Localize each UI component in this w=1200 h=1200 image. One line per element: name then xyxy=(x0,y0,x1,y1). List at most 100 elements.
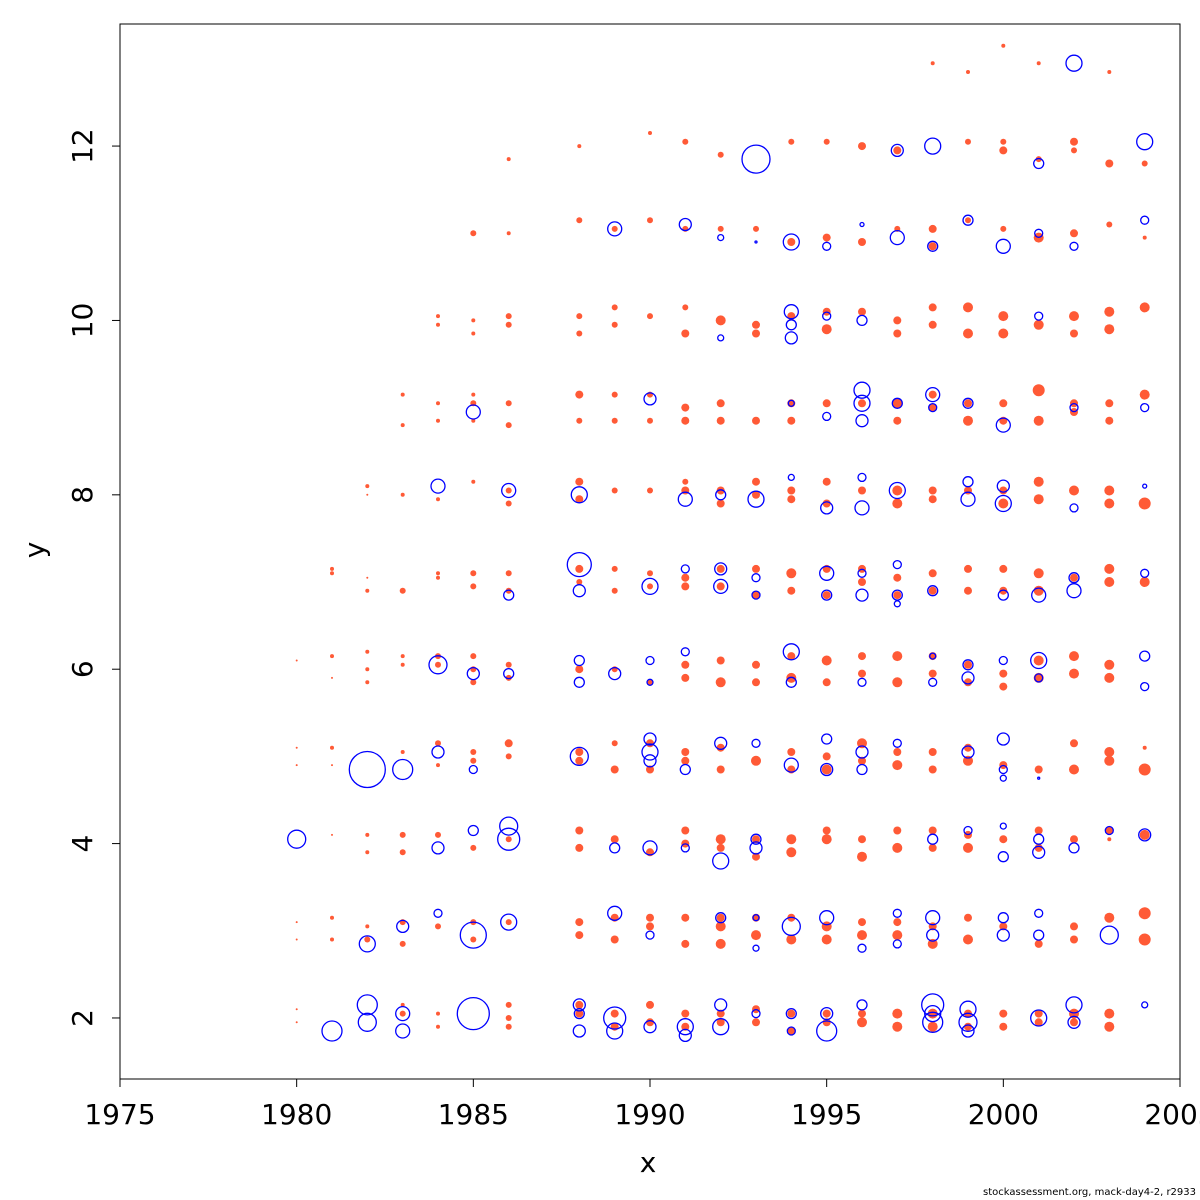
positive-residual-point xyxy=(611,321,618,328)
positive-residual-point xyxy=(505,570,512,577)
negative-residual-point xyxy=(680,647,690,657)
positive-residual-point xyxy=(892,398,903,409)
negative-residual-point xyxy=(999,822,1007,830)
positive-residual-point xyxy=(1104,747,1115,757)
positive-residual-point xyxy=(1033,585,1044,596)
negative-residual-point xyxy=(754,240,758,244)
negative-residual-point xyxy=(995,417,1011,433)
positive-residual-point xyxy=(787,495,796,504)
positive-residual-point xyxy=(436,418,440,423)
positive-residual-point xyxy=(295,659,298,662)
positive-residual-point xyxy=(366,576,369,579)
positive-residual-point xyxy=(1104,485,1115,496)
y-tick-label: 6 xyxy=(66,660,99,678)
negative-residual-point xyxy=(466,666,480,681)
negative-residual-point xyxy=(1037,776,1041,780)
positive-residual-point xyxy=(681,748,690,756)
negative-residual-point xyxy=(857,677,867,687)
positive-residual-point xyxy=(717,151,724,158)
positive-residual-point xyxy=(610,1009,619,1018)
positive-residual-point xyxy=(505,753,512,760)
positive-residual-point xyxy=(928,242,937,251)
positive-residual-point xyxy=(575,826,584,835)
positive-residual-point xyxy=(681,756,690,765)
negative-residual-point xyxy=(428,655,448,675)
positive-residual-point xyxy=(928,669,937,678)
y-tick-label: 10 xyxy=(66,303,99,339)
positive-residual-point xyxy=(575,748,584,756)
negative-residual-point xyxy=(643,1020,657,1034)
negative-residual-point xyxy=(854,500,870,516)
data-points xyxy=(287,43,1154,1043)
positive-residual-point xyxy=(1104,659,1115,670)
positive-residual-point xyxy=(786,934,797,945)
positive-residual-point xyxy=(716,656,725,665)
positive-residual-point xyxy=(964,660,972,669)
positive-residual-point xyxy=(964,913,972,922)
positive-residual-point xyxy=(964,678,972,687)
positive-residual-point xyxy=(330,566,334,571)
negative-residual-point xyxy=(430,478,446,494)
positive-residual-point xyxy=(1104,577,1115,587)
positive-residual-point xyxy=(928,748,937,756)
positive-residual-point xyxy=(858,399,866,408)
positive-residual-point xyxy=(752,329,760,338)
positive-residual-point xyxy=(471,392,476,397)
positive-residual-point xyxy=(1070,922,1078,931)
negative-residual-point xyxy=(1033,157,1045,170)
negative-residual-point xyxy=(892,939,902,949)
negative-residual-point xyxy=(995,238,1011,254)
negative-residual-point xyxy=(1068,572,1080,584)
negative-residual-point xyxy=(750,833,762,845)
positive-residual-point xyxy=(1104,1008,1115,1019)
positive-residual-point xyxy=(575,931,584,940)
x-tick-label: 2000 xyxy=(968,1098,1039,1131)
positive-residual-point xyxy=(610,765,619,774)
negative-residual-point xyxy=(717,233,725,242)
negative-residual-point xyxy=(819,565,835,581)
negative-residual-point xyxy=(962,397,974,409)
negative-residual-point xyxy=(856,763,868,776)
positive-residual-point xyxy=(1141,160,1148,167)
negative-residual-point xyxy=(997,912,1009,924)
positive-residual-point xyxy=(858,238,866,246)
positive-residual-point xyxy=(1107,837,1112,842)
positive-residual-point xyxy=(400,750,405,754)
positive-residual-point xyxy=(893,573,902,582)
negative-residual-point xyxy=(856,314,868,327)
positive-residual-point xyxy=(1070,739,1078,748)
negative-residual-point xyxy=(783,304,799,320)
negative-residual-point xyxy=(606,1022,624,1040)
positive-residual-point xyxy=(1033,655,1044,666)
negative-residual-point xyxy=(998,764,1008,775)
positive-residual-point xyxy=(1107,70,1112,74)
positive-residual-point xyxy=(611,225,618,232)
positive-residual-point xyxy=(436,763,440,768)
positive-residual-point xyxy=(611,304,618,311)
positive-residual-point xyxy=(930,61,935,66)
positive-residual-point xyxy=(330,571,334,576)
positive-residual-point xyxy=(435,661,441,668)
positive-residual-point xyxy=(858,918,866,927)
positive-residual-point xyxy=(470,757,477,764)
positive-residual-point xyxy=(331,833,333,836)
negative-residual-point xyxy=(714,736,728,750)
negative-residual-point xyxy=(321,1020,343,1042)
positive-residual-point xyxy=(1033,568,1044,579)
negative-residual-point xyxy=(928,677,938,687)
negative-residual-point xyxy=(1066,583,1082,599)
x-tick-label: 1990 xyxy=(614,1098,685,1131)
negative-residual-point xyxy=(820,1006,834,1021)
positive-residual-point xyxy=(1034,1018,1043,1027)
positive-residual-point xyxy=(1070,137,1078,146)
negative-residual-point xyxy=(1034,908,1044,918)
positive-residual-point xyxy=(928,765,937,774)
positive-residual-point xyxy=(787,1027,796,1035)
negative-residual-point xyxy=(892,738,902,748)
positive-residual-point xyxy=(999,146,1008,155)
positive-residual-point xyxy=(1138,933,1151,946)
negative-residual-point xyxy=(960,491,976,507)
positive-residual-point xyxy=(715,677,726,688)
negative-residual-point xyxy=(497,827,521,851)
positive-residual-point xyxy=(1138,907,1151,920)
